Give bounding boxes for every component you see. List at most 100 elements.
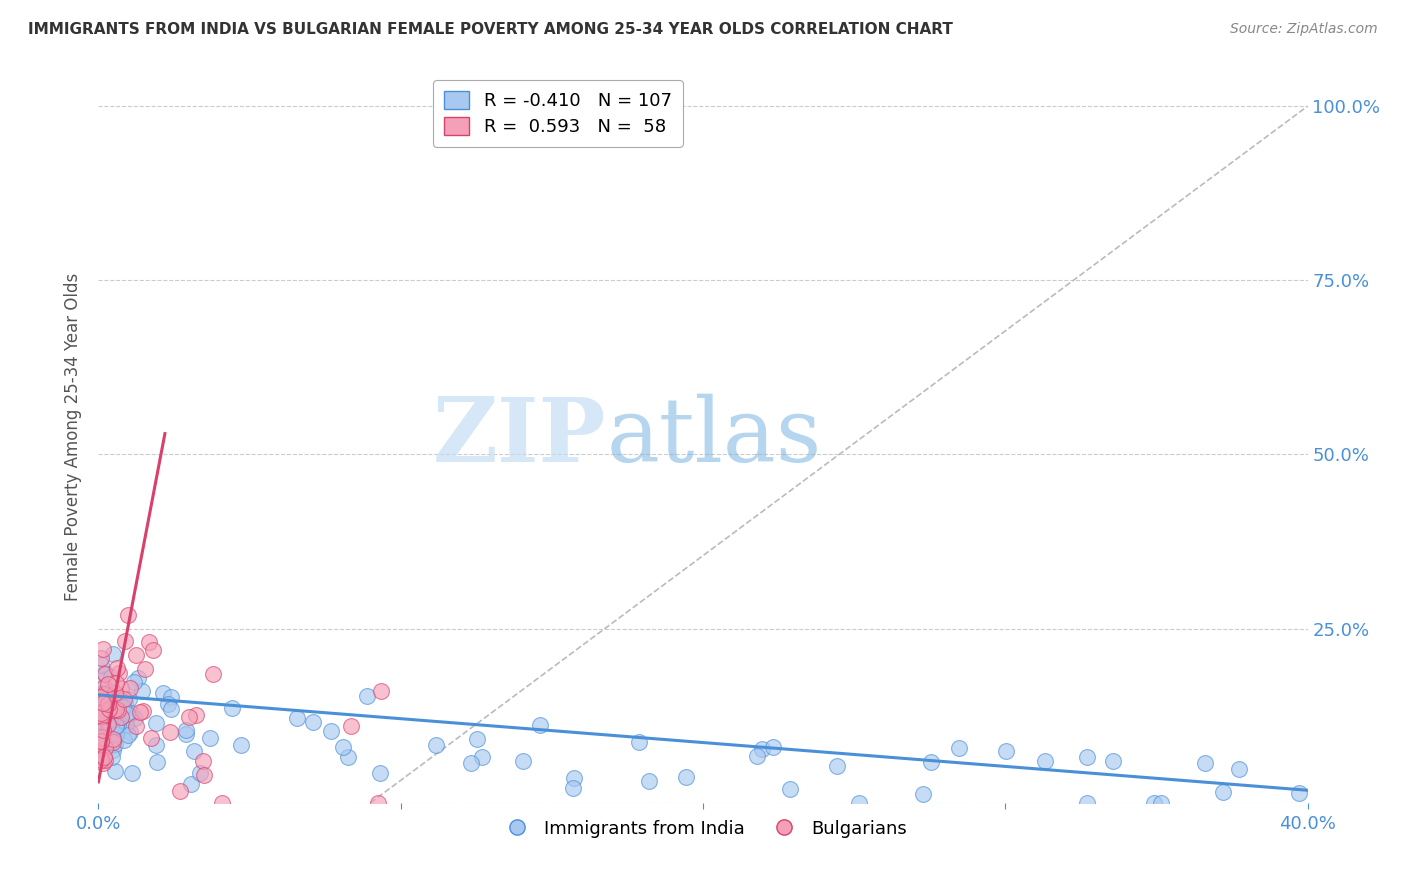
Bulgarians xyxy=(340,719,363,733)
Bulgarians xyxy=(186,708,208,723)
Bulgarians xyxy=(96,717,118,731)
Immigrants from India xyxy=(368,766,391,780)
Immigrants from India xyxy=(96,689,118,703)
Immigrants from India xyxy=(747,748,769,763)
Immigrants from India xyxy=(112,733,135,747)
Bulgarians xyxy=(193,754,215,768)
Immigrants from India xyxy=(101,750,124,764)
Immigrants from India xyxy=(101,714,124,728)
Immigrants from India xyxy=(1229,762,1251,776)
Bulgarians xyxy=(91,708,114,723)
Immigrants from India xyxy=(562,771,585,785)
Immigrants from India xyxy=(90,703,112,717)
Immigrants from India xyxy=(110,710,132,724)
Bulgarians xyxy=(91,756,114,770)
Immigrants from India xyxy=(287,710,309,724)
Immigrants from India xyxy=(1143,796,1166,810)
Immigrants from India xyxy=(111,700,134,714)
Immigrants from India xyxy=(471,750,494,764)
Bulgarians xyxy=(367,796,389,810)
Legend: Immigrants from India, Bulgarians: Immigrants from India, Bulgarians xyxy=(492,813,914,845)
Text: atlas: atlas xyxy=(606,393,821,481)
Immigrants from India xyxy=(1102,754,1125,768)
Immigrants from India xyxy=(176,723,198,738)
Bulgarians xyxy=(107,703,129,717)
Bulgarians xyxy=(112,691,135,706)
Bulgarians xyxy=(101,734,124,748)
Immigrants from India xyxy=(302,715,325,730)
Immigrants from India xyxy=(229,738,252,752)
Bulgarians xyxy=(128,706,150,720)
Immigrants from India xyxy=(107,718,129,732)
Bulgarians xyxy=(97,676,120,690)
Bulgarians xyxy=(90,690,112,704)
Immigrants from India xyxy=(118,691,141,706)
Bulgarians xyxy=(159,725,181,739)
Immigrants from India xyxy=(96,690,118,704)
Immigrants from India xyxy=(98,714,121,729)
Immigrants from India xyxy=(1288,786,1310,800)
Bulgarians xyxy=(90,706,112,720)
Immigrants from India xyxy=(183,744,205,758)
Immigrants from India xyxy=(124,711,146,725)
Immigrants from India xyxy=(751,741,773,756)
Bulgarians xyxy=(110,681,132,695)
Immigrants from India xyxy=(180,777,202,791)
Bulgarians xyxy=(370,684,392,698)
Immigrants from India xyxy=(628,735,651,749)
Immigrants from India xyxy=(98,720,121,734)
Bulgarians xyxy=(211,796,233,810)
Immigrants from India xyxy=(1150,796,1173,810)
Immigrants from India xyxy=(1076,796,1098,810)
Bulgarians xyxy=(108,666,131,681)
Immigrants from India xyxy=(103,685,125,699)
Bulgarians xyxy=(132,704,155,718)
Text: ZIP: ZIP xyxy=(433,393,606,481)
Bulgarians xyxy=(105,661,128,675)
Immigrants from India xyxy=(100,670,122,684)
Bulgarians xyxy=(125,648,148,663)
Immigrants from India xyxy=(848,796,870,810)
Bulgarians xyxy=(98,702,121,716)
Immigrants from India xyxy=(174,727,197,741)
Immigrants from India xyxy=(145,738,167,752)
Immigrants from India xyxy=(118,724,141,739)
Immigrants from India xyxy=(98,711,121,725)
Immigrants from India xyxy=(90,714,112,728)
Immigrants from India xyxy=(160,702,183,716)
Immigrants from India xyxy=(103,727,125,741)
Immigrants from India xyxy=(97,711,120,725)
Bulgarians xyxy=(193,767,215,781)
Immigrants from India xyxy=(94,718,117,732)
Immigrants from India xyxy=(98,717,121,731)
Immigrants from India xyxy=(117,728,139,742)
Bulgarians xyxy=(91,696,114,710)
Immigrants from India xyxy=(104,737,127,751)
Immigrants from India xyxy=(105,698,128,712)
Bulgarians xyxy=(134,662,156,676)
Immigrants from India xyxy=(157,697,180,711)
Bulgarians xyxy=(110,709,132,723)
Bulgarians xyxy=(90,734,112,748)
Immigrants from India xyxy=(188,766,211,780)
Immigrants from India xyxy=(105,727,128,741)
Immigrants from India xyxy=(221,701,243,715)
Y-axis label: Female Poverty Among 25-34 Year Olds: Female Poverty Among 25-34 Year Olds xyxy=(65,273,83,601)
Immigrants from India xyxy=(465,732,488,747)
Immigrants from India xyxy=(319,724,342,739)
Immigrants from India xyxy=(994,744,1017,758)
Immigrants from India xyxy=(103,648,125,662)
Bulgarians xyxy=(94,667,117,681)
Immigrants from India xyxy=(145,716,167,731)
Bulgarians xyxy=(117,607,139,622)
Bulgarians xyxy=(202,667,225,681)
Immigrants from India xyxy=(911,787,934,801)
Bulgarians xyxy=(118,681,141,695)
Immigrants from India xyxy=(638,774,661,789)
Bulgarians xyxy=(90,734,112,748)
Immigrants from India xyxy=(104,714,127,728)
Bulgarians xyxy=(97,697,120,711)
Immigrants from India xyxy=(114,696,136,710)
Immigrants from India xyxy=(104,764,127,779)
Immigrants from India xyxy=(529,717,551,731)
